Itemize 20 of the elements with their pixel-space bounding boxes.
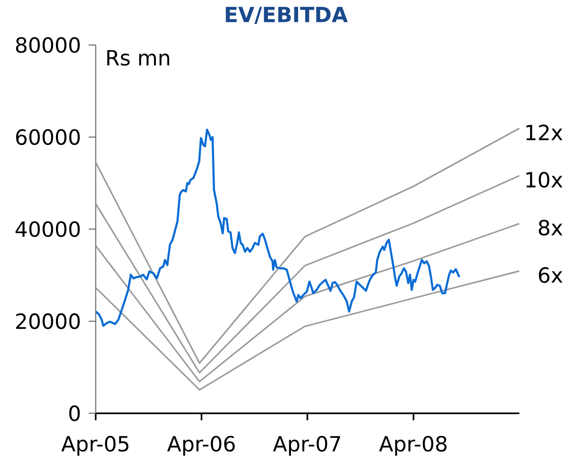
y-tick-label: 80000 — [16, 37, 80, 53]
y-tick-label: 20000 — [16, 313, 80, 330]
y-tick-label: 60000 — [16, 129, 80, 145]
series-label: 12x — [526, 124, 562, 140]
line-series — [94, 128, 520, 364]
line-series — [94, 270, 520, 391]
series-label: 10x — [526, 172, 562, 188]
y-tick-label: 40000 — [16, 221, 80, 238]
chart-title: EV/EBITDA — [226, 6, 348, 24]
line-series — [94, 128, 460, 327]
y-tick-label: 0 — [69, 405, 80, 422]
x-tick-label: Apr-08 — [379, 436, 447, 456]
line-series — [94, 174, 520, 374]
x-tick-label: Apr-05 — [61, 436, 128, 456]
series-label: 8x — [538, 220, 562, 236]
x-tick-label: Apr-06 — [167, 436, 235, 456]
y-axis-title: Rs mn — [107, 50, 170, 66]
line-series — [94, 222, 520, 382]
series-label: 6x — [538, 267, 562, 283]
x-tick-label: Apr-07 — [273, 436, 340, 456]
